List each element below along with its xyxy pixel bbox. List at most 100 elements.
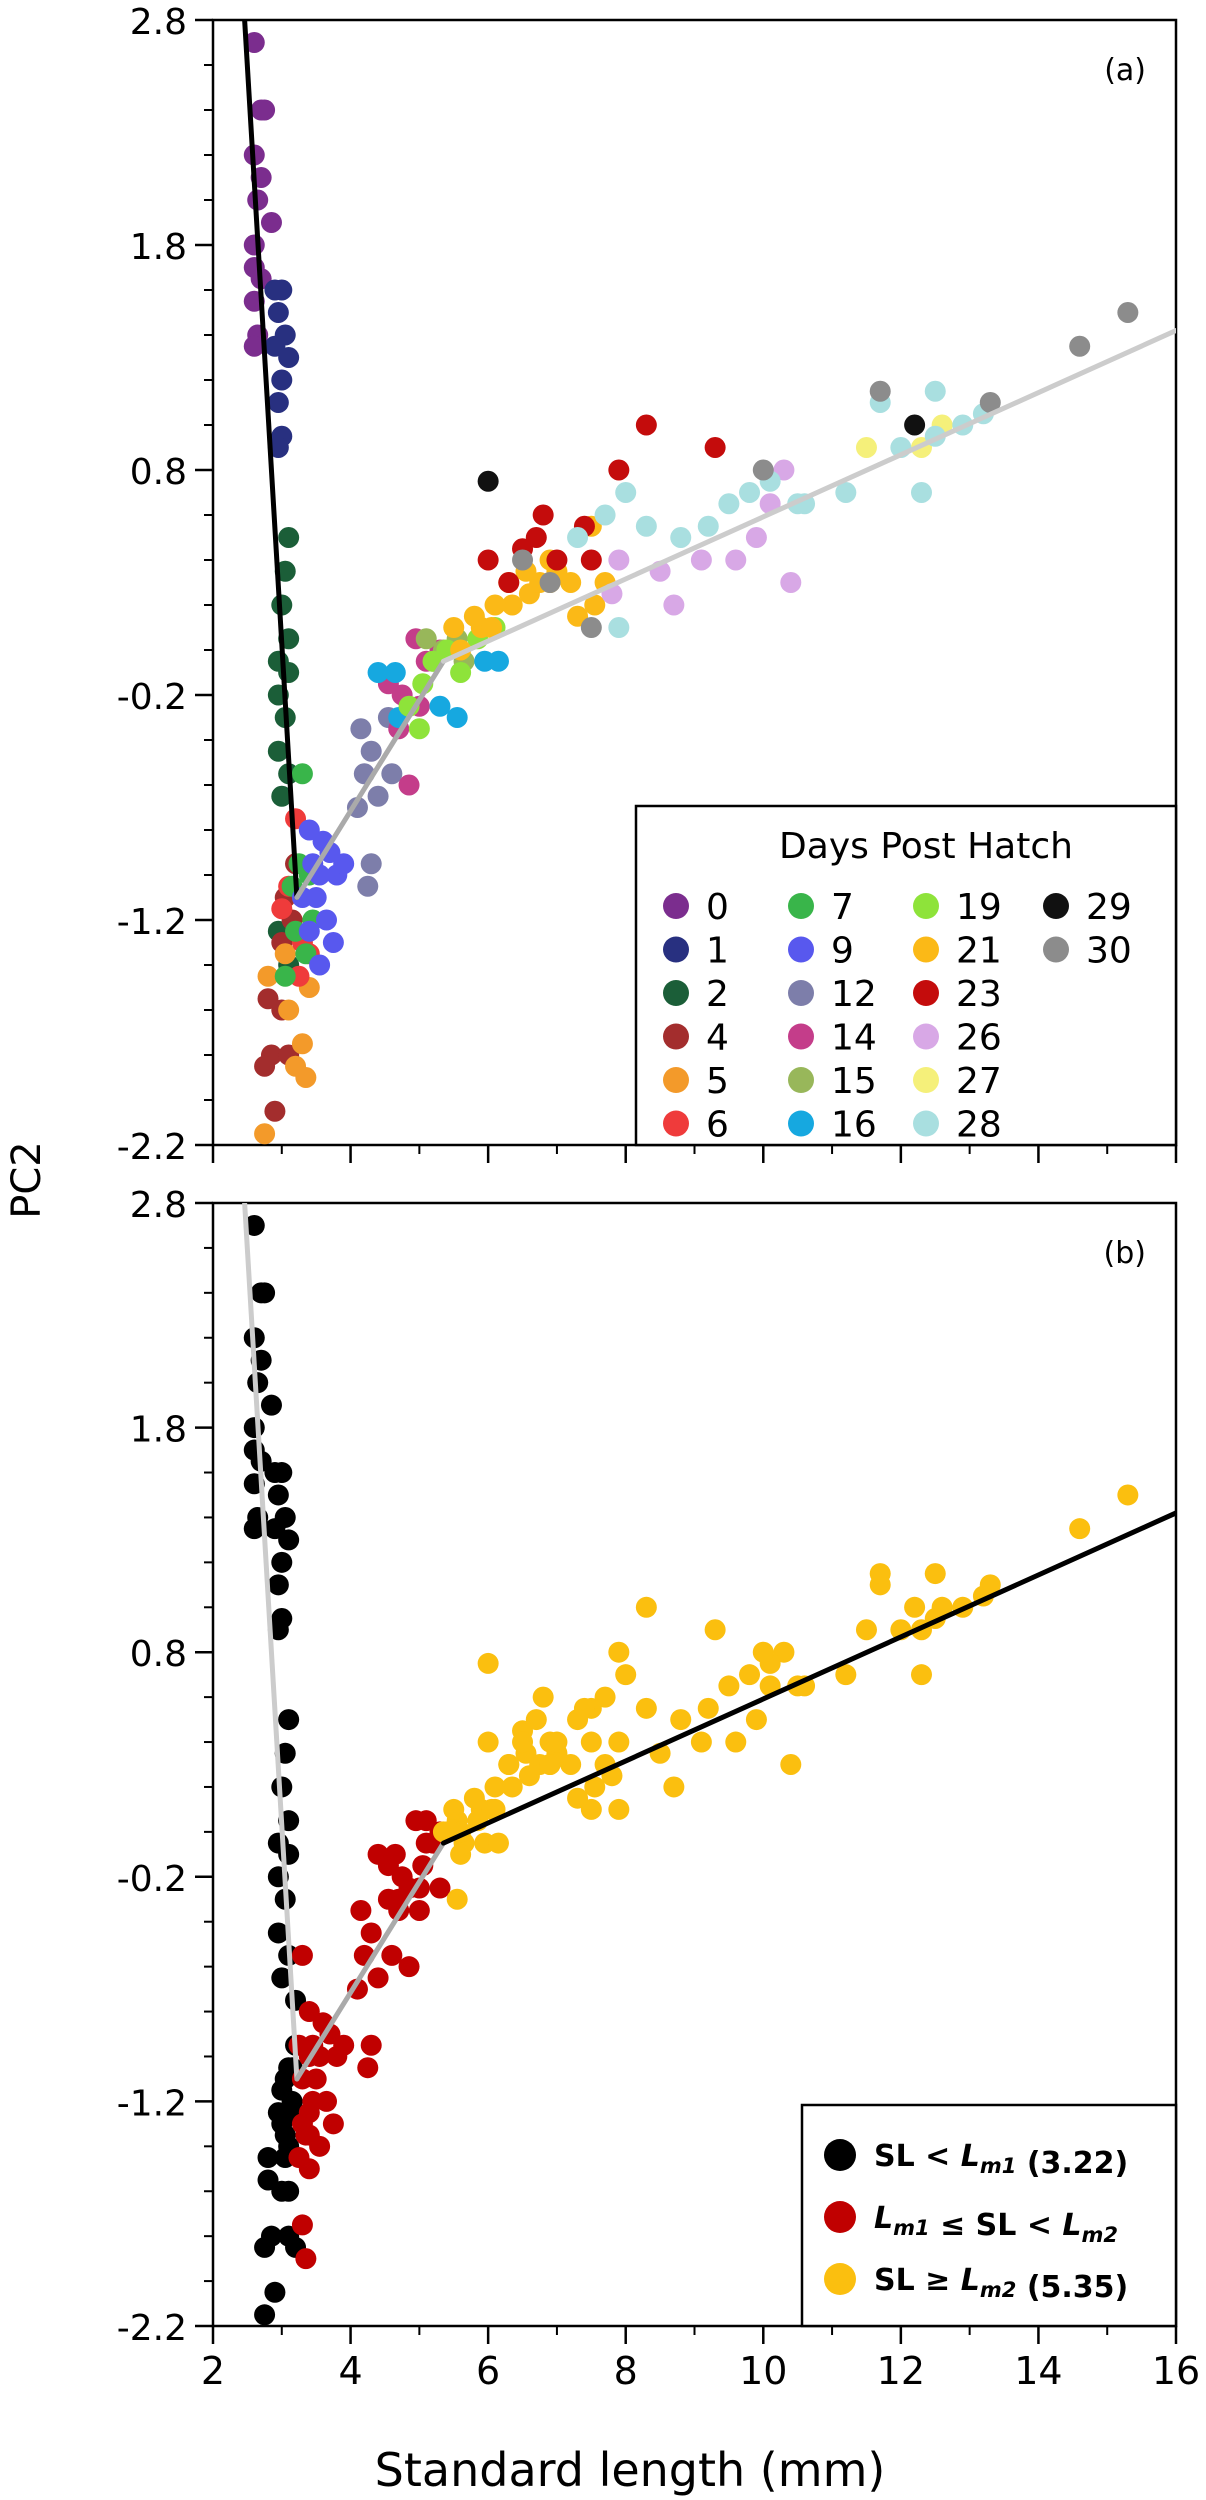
data-point xyxy=(415,1810,437,1832)
y-tick-label: 2.8 xyxy=(130,1185,187,1226)
data-point xyxy=(278,1709,300,1731)
data-point xyxy=(512,549,534,571)
legend-item: 2 xyxy=(663,974,729,1015)
data-point xyxy=(869,380,891,402)
data-point xyxy=(267,1619,289,1641)
data-point xyxy=(780,572,802,593)
data-point xyxy=(635,414,657,436)
fit-line xyxy=(294,1840,446,2082)
data-point xyxy=(608,1731,630,1753)
legend-swatch xyxy=(913,980,939,1006)
panel-label: (a) xyxy=(1104,53,1146,88)
data-point xyxy=(532,504,554,526)
legend-label: 15 xyxy=(831,1061,877,1102)
legend-swatch xyxy=(913,1067,939,1093)
legend-item: 4 xyxy=(663,1018,729,1059)
data-point xyxy=(904,414,926,436)
legend-label: 23 xyxy=(956,974,1002,1015)
data-point xyxy=(291,763,313,785)
legend-swatch xyxy=(788,1023,814,1050)
data-point xyxy=(398,774,420,796)
legend-swatch xyxy=(663,893,689,919)
data-point xyxy=(584,594,606,616)
legend-label: 28 xyxy=(956,1105,1002,1146)
data-point xyxy=(608,617,630,638)
data-point xyxy=(690,549,712,571)
x-tick-label: 10 xyxy=(739,2349,787,2393)
data-point xyxy=(608,1641,630,1663)
legend-label: 1 xyxy=(706,931,729,972)
data-point xyxy=(608,549,630,571)
data-point xyxy=(567,1709,589,1731)
data-point xyxy=(360,853,382,875)
data-point xyxy=(704,437,726,458)
legend-swatch xyxy=(663,1067,689,1093)
data-point xyxy=(443,1798,465,1820)
legend-label: 16 xyxy=(831,1105,877,1146)
data-point xyxy=(315,2090,337,2112)
legend-item: 19 xyxy=(913,887,1002,928)
data-point xyxy=(718,1675,740,1697)
legend-title: Days Post Hatch xyxy=(779,826,1073,867)
legend-label: 12 xyxy=(831,974,877,1015)
data-point xyxy=(274,2124,296,2146)
data-point xyxy=(635,515,657,537)
data-point xyxy=(288,2147,310,2169)
data-point xyxy=(584,1776,606,1798)
legend: SL < Lm1 (3.22) Lm1 ≤ SL < Lm2 SL ≥ Lm2 (5… xyxy=(800,2103,1178,2328)
data-point xyxy=(718,493,740,515)
data-point xyxy=(704,1619,726,1641)
data-point xyxy=(477,549,499,571)
legend-item: 7 xyxy=(788,887,854,928)
data-point xyxy=(567,527,589,548)
legend-label: 5 xyxy=(706,1061,729,1102)
data-point xyxy=(243,32,265,53)
x-tick-label: 6 xyxy=(476,2349,500,2393)
fit-line xyxy=(440,328,1176,664)
data-point xyxy=(350,718,372,740)
data-point xyxy=(1117,302,1139,323)
data-point xyxy=(580,549,602,571)
data-point xyxy=(580,1798,602,1820)
legend-swatch xyxy=(663,980,689,1006)
data-point xyxy=(367,1967,389,1989)
data-point xyxy=(481,1798,503,1820)
legend-label: 27 xyxy=(956,1061,1002,1102)
data-point xyxy=(463,605,485,627)
y-tick-label: 0.8 xyxy=(130,452,187,493)
data-point xyxy=(302,853,324,875)
data-point xyxy=(298,920,320,942)
legend-label: 2 xyxy=(706,974,729,1015)
data-point xyxy=(271,2079,293,2101)
data-point xyxy=(725,549,747,571)
data-point xyxy=(904,1596,926,1618)
legend-item: 21 xyxy=(913,931,1002,972)
data-point xyxy=(546,1731,568,1753)
data-point xyxy=(615,482,637,503)
x-tick-label: 2 xyxy=(201,2349,225,2393)
legend-label: SL ≥ Lm2 (5.35) xyxy=(874,2263,1128,2305)
data-point xyxy=(278,527,300,548)
legend-swatch xyxy=(663,1023,689,1050)
data-point xyxy=(546,549,568,571)
legend-label: 7 xyxy=(831,887,854,928)
legend-item: Lm1 ≤ SL < Lm2 xyxy=(824,2201,1118,2247)
data-point xyxy=(309,954,331,976)
data-point xyxy=(381,763,403,785)
data-point xyxy=(635,1697,657,1719)
fit-line xyxy=(242,20,300,900)
data-point xyxy=(384,1843,406,1865)
legend-item: 1 xyxy=(663,931,729,972)
data-point xyxy=(924,1563,946,1585)
data-point xyxy=(408,1899,430,1921)
data-point xyxy=(360,2034,382,2056)
data-point xyxy=(257,965,279,987)
data-point xyxy=(690,1731,712,1753)
data-point xyxy=(752,1641,774,1663)
data-point xyxy=(501,594,523,616)
data-point xyxy=(278,2180,300,2202)
legend-label: 30 xyxy=(1086,931,1132,972)
x-tick-label: 8 xyxy=(614,2349,638,2393)
data-point xyxy=(257,2147,279,2169)
data-point xyxy=(835,1664,857,1686)
